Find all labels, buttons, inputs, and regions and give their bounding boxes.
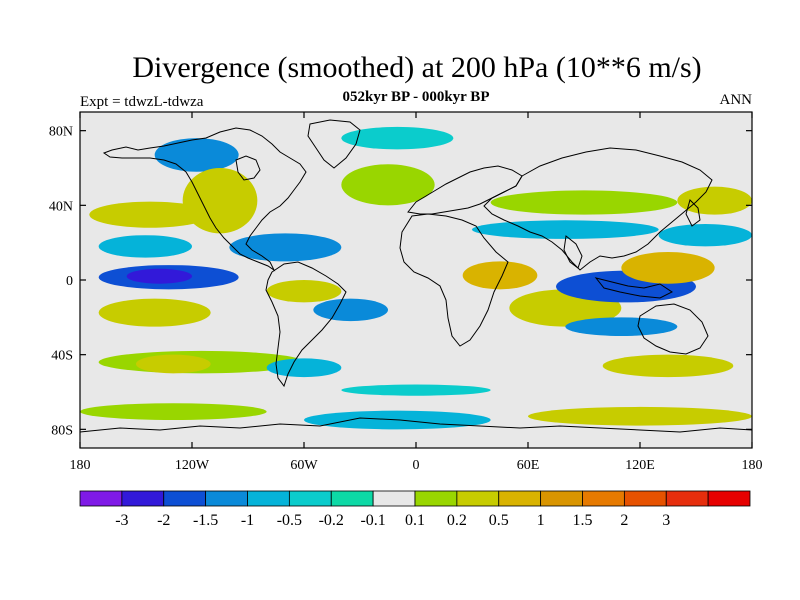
field-eurasia-divergence [490,190,678,215]
coastline-asia [483,147,713,271]
coastline-japan [685,199,701,227]
colorbar-swatch [79,490,123,507]
colorbar-label: 1.5 [573,512,593,529]
field-south-indian-convergence [565,317,678,336]
colorbar-swatch [456,490,500,507]
colorbar-label: -1 [241,512,254,529]
field-northwest-pacific-divergence [677,186,752,215]
coastlines [80,119,752,433]
field-antarctic-divergence-east [528,406,752,426]
field-eurasia-convergence [471,220,659,239]
colorbar-swatch [707,490,751,507]
colorbar-label: -0.1 [360,512,385,529]
field-north-atlantic-divergence [341,164,435,206]
coastline-south-america [265,261,347,388]
colorbar-label: -0.2 [319,512,344,529]
colorbar-swatch [247,490,290,507]
colorbar-swatch [372,490,416,507]
coastline-greenland [307,119,361,169]
field-north-pacific-convergence [98,235,192,258]
colorbar-swatch [623,490,667,507]
colorbar-label: -0.5 [277,512,302,529]
coastline-indian-peninsula [563,235,583,269]
colorbar-label: -2 [157,512,170,529]
coastline-australia [637,303,709,355]
longitude-axis: 180 120W 60W 0 60E 120E 180 [70,112,763,473]
colorbar-swatch [121,490,165,507]
colorbar-swatch [288,490,332,507]
latitude-axis: 80N 40N 0 40S 80S [49,125,752,438]
field-south-america-divergence [266,280,342,303]
colorbar-swatch [582,490,625,507]
lon-tick-label: 180 [742,458,763,473]
lat-tick-label: 40N [49,199,73,214]
field-north-pacific-divergence [89,201,211,228]
colorbar: -3 -2 -1.5 -1 -0.5 -0.2 -0.1 0.1 0.2 0.5 1 1.5 2 3 [79,490,751,529]
colorbar-label: -1.5 [193,512,218,529]
field-antarctic-divergence [80,403,267,420]
coastline-north-america [102,127,307,272]
lon-tick-label: 0 [413,458,420,473]
lat-tick-label: 80S [51,423,73,438]
field-south-pacific-divergence [98,298,211,327]
experiment-label: Expt = tdwzL-tdwza [80,94,204,110]
lat-tick-label: 80N [49,125,73,140]
field-north-america-convergence [154,138,239,172]
colorbar-swatch [498,490,542,507]
season-label: ANN [719,92,753,108]
colorbar-label: 1 [537,512,545,529]
field-north-pacific-west-convergence [658,224,752,247]
colorbar-swatch [205,490,248,507]
lon-tick-label: 120E [625,458,655,473]
field-arctic-convergence [341,126,454,150]
lon-tick-label: 120W [175,458,210,473]
field-west-pacific-divergence-outer [621,252,715,284]
field-antarctic-coast-convergence [341,384,491,396]
colorbar-label: 0.5 [489,512,509,529]
field-southern-ocean-indian-divergence [602,354,734,378]
divergence-field [80,126,752,430]
field-north-america-divergence [182,168,258,234]
field-south-east-pacific-divergence [136,354,211,374]
lon-tick-label: 180 [70,458,91,473]
colorbar-label: -3 [115,512,128,529]
colorbar-swatch [163,490,207,507]
colorbar-swatch [330,490,374,507]
period-label: 052kyr BP - 000kyr BP [342,89,490,105]
coastline-indonesia [594,277,673,299]
colorbar-label: 2 [620,512,628,529]
field-southern-ocean-convergence [266,358,342,378]
field-africa-divergence [462,261,538,290]
lat-tick-label: 0 [66,274,73,289]
colorbar-swatch [414,490,458,507]
lon-tick-label: 60E [517,458,540,473]
page-title: Divergence (smoothed) at 200 hPa (10**6 … [132,51,702,84]
lon-tick-label: 60W [290,458,318,473]
coastline-africa [399,213,509,347]
coastline-antarctica [80,417,752,433]
colorbar-label: 0.2 [447,512,467,529]
colorbar-label: 3 [662,512,670,529]
colorbar-label: 0.1 [405,512,425,529]
field-south-atlantic-convergence [313,298,388,322]
field-atlantic-convergence [229,233,342,262]
coastline-hudson-bay [235,155,261,181]
lat-tick-label: 40S [51,349,73,364]
field-tropical-pacific-convergence-core [126,268,192,284]
colorbar-swatch [540,490,583,507]
colorbar-swatch [665,490,709,507]
